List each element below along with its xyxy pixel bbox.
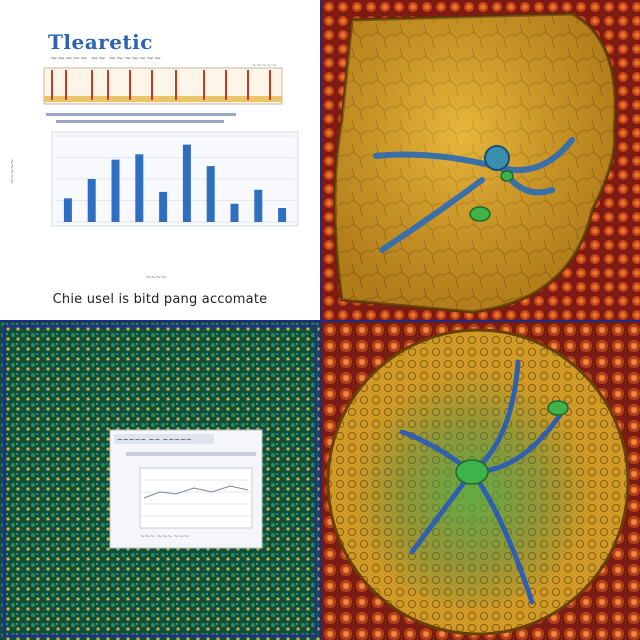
organ-illustration-top xyxy=(322,0,640,320)
svg-text:~~~~: ~~~~ xyxy=(146,274,166,281)
svg-text:~~~~~ ~~ ~~~~~: ~~~~~ ~~ ~~~~~ xyxy=(117,436,192,444)
bar xyxy=(63,198,72,222)
document-text-lines xyxy=(46,113,236,123)
svg-text:~~~~~: ~~~~~ xyxy=(9,159,16,184)
panel-document: Tlearetic ~~~~~ ~~ ~~~~~~~ ~~~~~ xyxy=(0,0,320,320)
organ-illustration-bottom xyxy=(322,322,640,640)
svg-text:~~~~~: ~~~~~ xyxy=(252,62,277,69)
bar xyxy=(111,159,120,222)
mosaic-background: ~~~~~ ~~ ~~~~~ ~~~ ~~~ ~~~ xyxy=(0,322,320,640)
timeline-strip: ~~~~~ xyxy=(43,62,283,105)
bar xyxy=(182,144,191,222)
document-caption: Chie usel is bitd pang accomate xyxy=(52,292,268,307)
panel-mosaic: ~~~~~ ~~ ~~~~~ ~~~ ~~~ ~~~ xyxy=(0,322,320,640)
bar xyxy=(278,208,287,222)
bar xyxy=(230,203,239,222)
vessel-green xyxy=(469,170,514,222)
document-subtitle: ~~~~~ ~~ ~~~~~~~ xyxy=(50,54,162,64)
bar xyxy=(254,189,263,222)
bar xyxy=(135,154,144,222)
document-title: Tlearetic xyxy=(48,30,153,54)
svg-text:~~~ ~~~ ~~~: ~~~ ~~~ ~~~ xyxy=(140,533,189,540)
panel-organ-top xyxy=(322,0,640,320)
bar xyxy=(87,179,96,222)
document-figures: ~~~~~ ~~~~~ ~~~~ xyxy=(9,62,299,281)
bar xyxy=(159,191,168,222)
inset-chart-card: ~~~~~ ~~ ~~~~~ ~~~ ~~~ ~~~ xyxy=(109,429,263,549)
panel-organ-bottom xyxy=(322,322,640,640)
bar xyxy=(206,166,215,222)
bar-chart: ~~~~~ ~~~~ xyxy=(9,131,299,281)
